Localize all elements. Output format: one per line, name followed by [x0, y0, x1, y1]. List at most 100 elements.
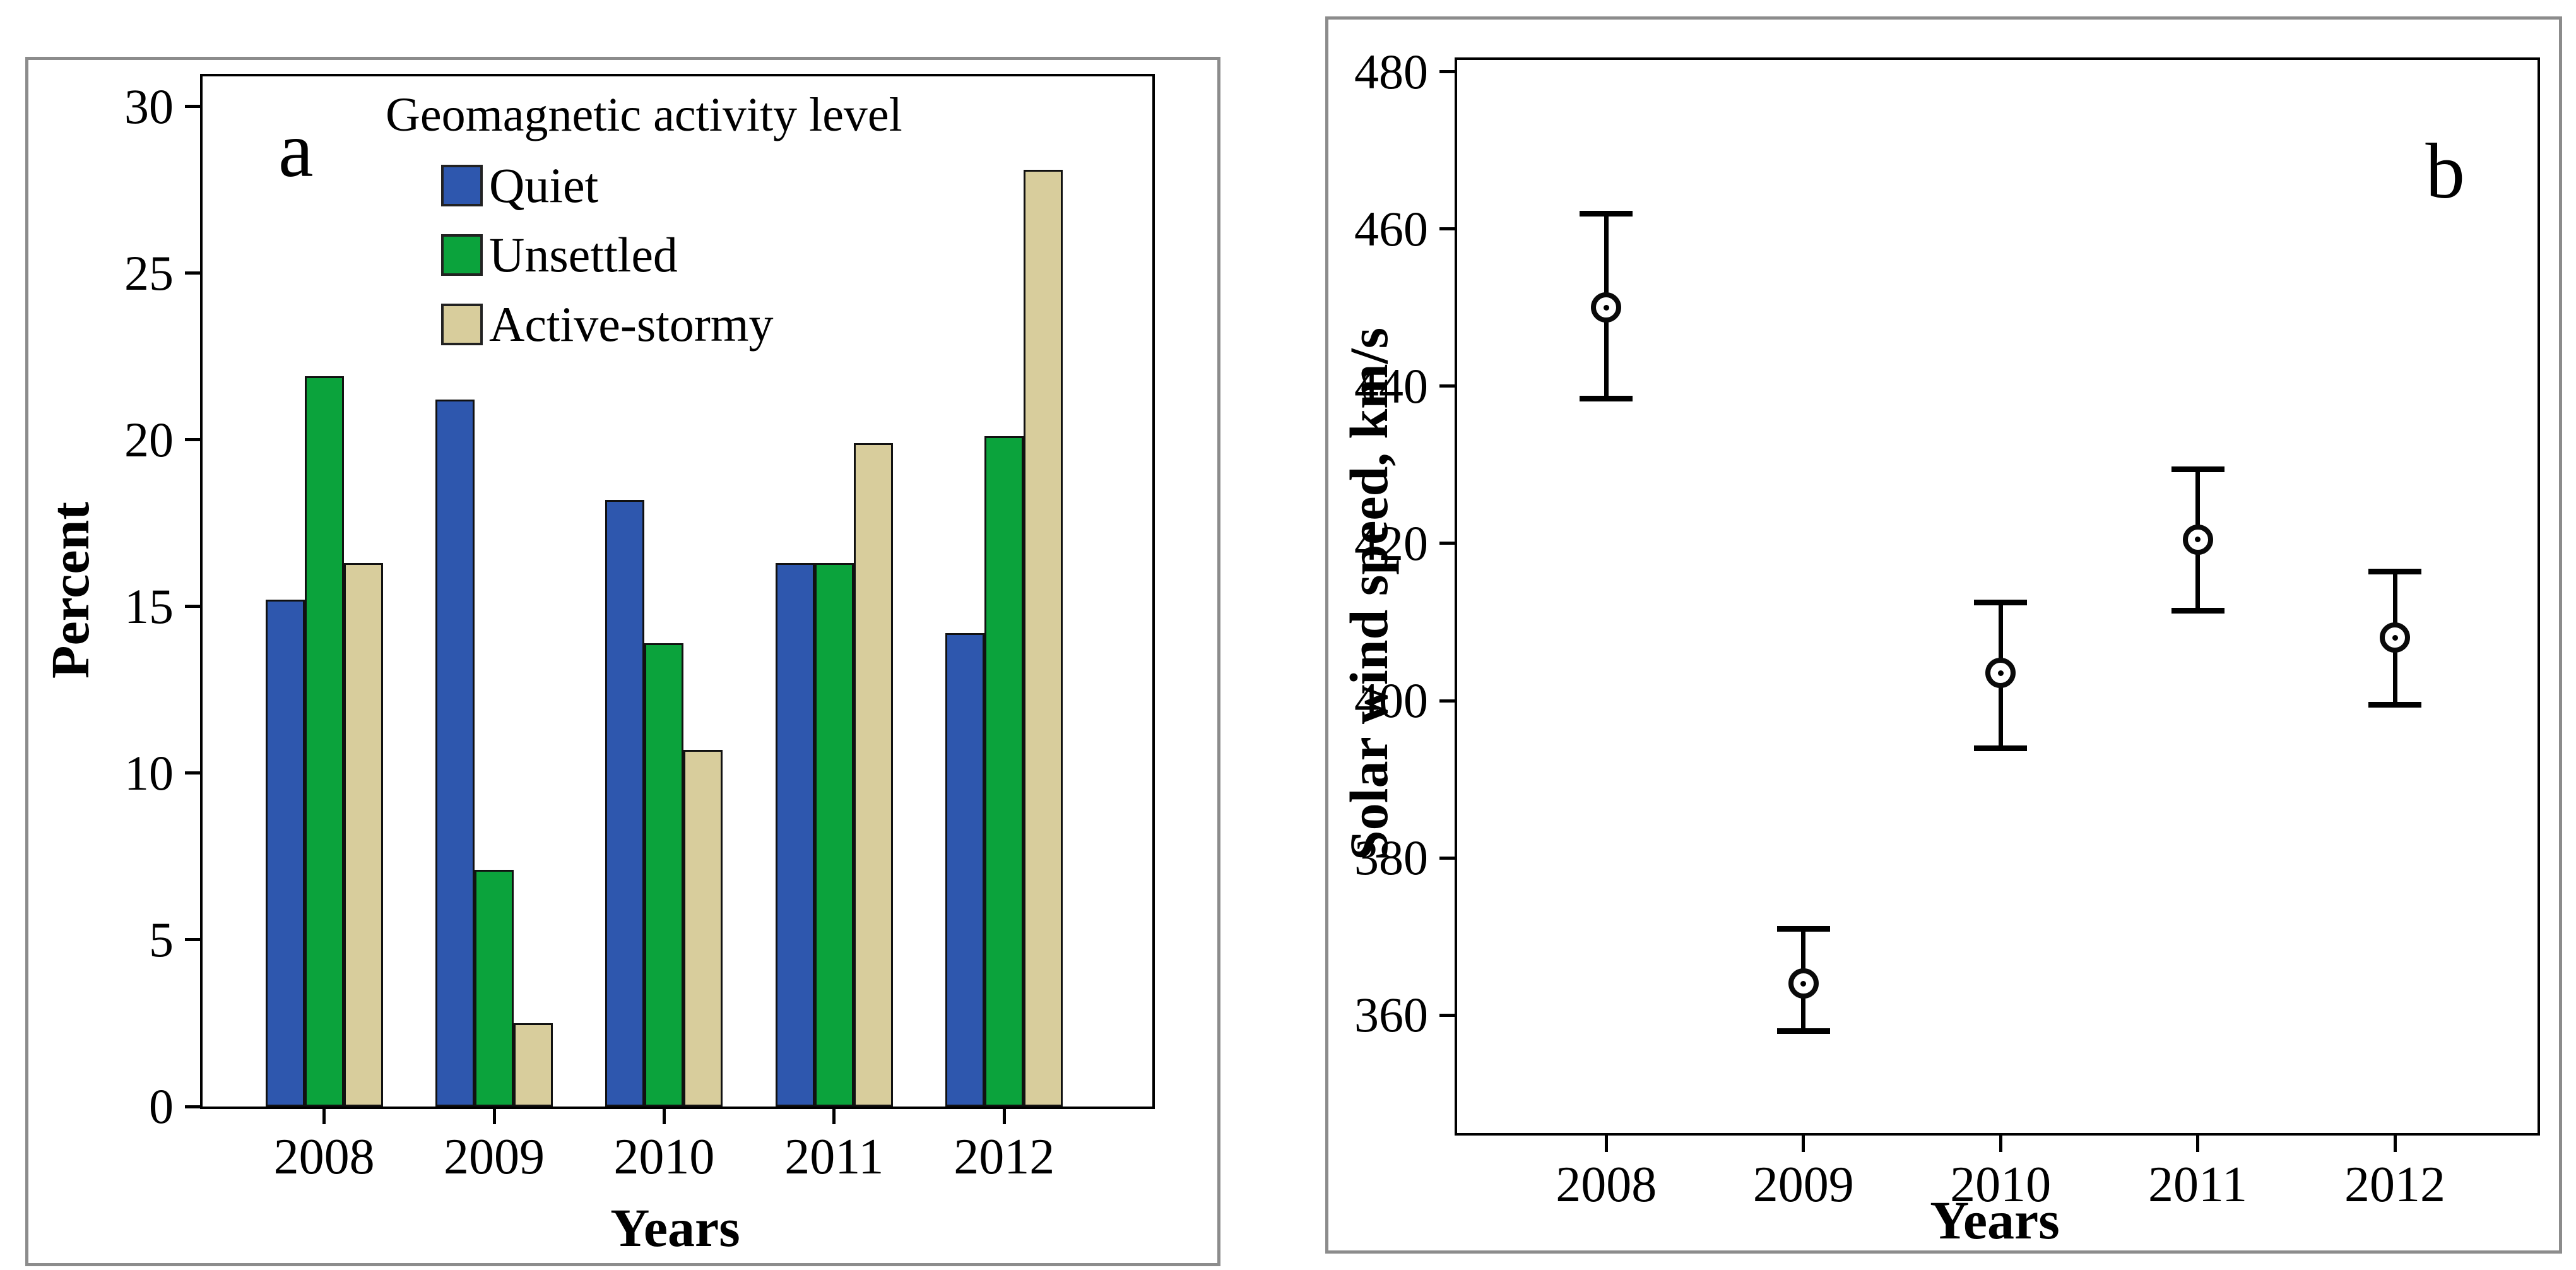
data-point-2010 [1985, 658, 2016, 689]
x-tick-label: 2009 [444, 1129, 545, 1185]
error-cap-bottom-2012 [2368, 702, 2422, 708]
legend-label-active-stormy: Active-stormy [489, 297, 774, 352]
legend-item-active-stormy: Active-stormy [441, 299, 802, 350]
error-cap-bottom-2011 [2171, 607, 2224, 614]
error-cap-bottom-2009 [1776, 1028, 1830, 1035]
y-tick-label: 360 [1354, 987, 1428, 1043]
legend-label-quiet: Quiet [489, 158, 599, 213]
legend-item-unsettled: Unsettled [441, 230, 802, 280]
error-cap-bottom-2008 [1580, 395, 1633, 401]
legend-swatch-quiet [441, 165, 483, 206]
y-axis-tick [185, 271, 200, 275]
bar-unsettled-2012 [984, 436, 1024, 1107]
x-axis-tick [322, 1107, 326, 1124]
y-axis-tick [1439, 227, 1455, 231]
data-point-2011 [2182, 524, 2213, 555]
error-cap-top-2011 [2171, 466, 2224, 472]
panel-a: Percent a Geomagnetic activity level Qui… [25, 57, 1220, 1266]
y-axis-tick [185, 1105, 200, 1108]
y-tick-label: 0 [149, 1079, 174, 1134]
y-axis-tick [1439, 70, 1455, 74]
data-point-2009 [1788, 968, 1819, 999]
x-axis-tick [2393, 1133, 2397, 1152]
panel-b: Solar wind speed, km/s b 360 380 400 420 440… [1325, 16, 2562, 1254]
x-tick-label: 2008 [273, 1129, 375, 1185]
x-axis-tick [1802, 1133, 1805, 1152]
x-axis-tick [2196, 1133, 2200, 1152]
y-tick-label: 440 [1354, 358, 1428, 413]
bar-unsettled-2008 [304, 376, 344, 1107]
bar-quiet-2009 [435, 400, 475, 1107]
x-axis-tick [1604, 1133, 1608, 1152]
y-tick-label: 15 [124, 578, 174, 634]
bar-quiet-2012 [945, 633, 985, 1107]
x-tick-label: 2010 [1950, 1157, 2052, 1213]
y-axis-tick [1439, 384, 1455, 388]
error-cap-top-2012 [2368, 568, 2422, 574]
bar-unsettled-2010 [644, 643, 684, 1107]
y-tick-label: 5 [149, 911, 174, 967]
x-tick-label: 2008 [1556, 1157, 1657, 1213]
x-axis-title-b: Years [1930, 1190, 2060, 1250]
y-tick-label: 25 [124, 245, 174, 300]
y-tick-label: 400 [1354, 673, 1428, 728]
panel-letter-b: b [2425, 128, 2466, 215]
y-axis-tick [185, 938, 200, 942]
y-axis-tick [1439, 699, 1455, 703]
y-tick-label: 30 [124, 78, 174, 134]
y-tick-label: 420 [1354, 515, 1428, 571]
x-axis-tick [1002, 1107, 1006, 1124]
bar-quiet-2010 [605, 499, 645, 1107]
x-tick-label: 2012 [2344, 1157, 2446, 1213]
plot-area-a: a Geomagnetic activity level Quiet Unset… [124, 74, 1155, 1182]
y-axis-tick [185, 771, 200, 775]
plot-area-b: b 360 380 400 420 440 460 480 2008 2009 2010 2011 2… [1354, 47, 2540, 1210]
error-cap-top-2008 [1580, 210, 1633, 217]
y-axis-tick [185, 105, 200, 109]
data-point-center-dot [2195, 537, 2201, 543]
x-tick-label: 2011 [784, 1129, 884, 1185]
y-tick-label: 480 [1354, 44, 1428, 99]
y-axis-tick [1439, 856, 1455, 860]
data-point-center-dot [1997, 670, 2004, 676]
bar-active-stormy-2008 [343, 563, 383, 1107]
bar-active-stormy-2011 [853, 442, 893, 1107]
data-point-center-dot [1603, 304, 1609, 311]
x-tick-label: 2010 [613, 1129, 715, 1185]
bar-active-stormy-2009 [514, 1023, 553, 1107]
x-axis-tick [1999, 1133, 2002, 1152]
y-tick-label: 10 [124, 745, 174, 800]
x-tick-label: 2009 [1752, 1157, 1854, 1213]
legend-swatch-unsettled [441, 234, 483, 276]
bar-active-stormy-2012 [1024, 169, 1063, 1107]
data-point-center-dot [2392, 634, 2398, 641]
bar-quiet-2011 [775, 563, 815, 1107]
data-point-2012 [2380, 622, 2411, 653]
error-cap-top-2010 [1974, 600, 2028, 606]
x-axis-title-a: Years [610, 1197, 740, 1258]
y-axis-tick [1439, 542, 1455, 545]
data-point-2008 [1591, 292, 1622, 323]
x-axis-tick [832, 1107, 836, 1124]
error-cap-bottom-2010 [1974, 745, 2028, 751]
bar-unsettled-2011 [814, 563, 854, 1107]
y-tick-label: 380 [1354, 830, 1428, 886]
legend-label-unsettled: Unsettled [489, 227, 678, 282]
x-tick-label: 2011 [2148, 1157, 2248, 1213]
y-axis-tick [185, 605, 200, 608]
y-tick-label: 20 [124, 412, 174, 467]
legend-swatch-active-stormy [441, 304, 483, 345]
legend-item-quiet: Quiet [441, 160, 802, 211]
y-axis-tick [1439, 1013, 1455, 1017]
x-axis-tick [492, 1107, 496, 1124]
legend: Geomagnetic activity level Quiet Unsettl… [386, 88, 902, 369]
panel-letter-a: a [278, 107, 314, 194]
x-axis-tick [662, 1107, 666, 1124]
y-axis-tick [185, 438, 200, 442]
bar-quiet-2008 [265, 600, 305, 1107]
bar-unsettled-2009 [475, 870, 514, 1107]
x-tick-label: 2012 [954, 1129, 1055, 1185]
error-cap-top-2009 [1776, 926, 1830, 932]
bar-active-stormy-2010 [683, 749, 723, 1107]
